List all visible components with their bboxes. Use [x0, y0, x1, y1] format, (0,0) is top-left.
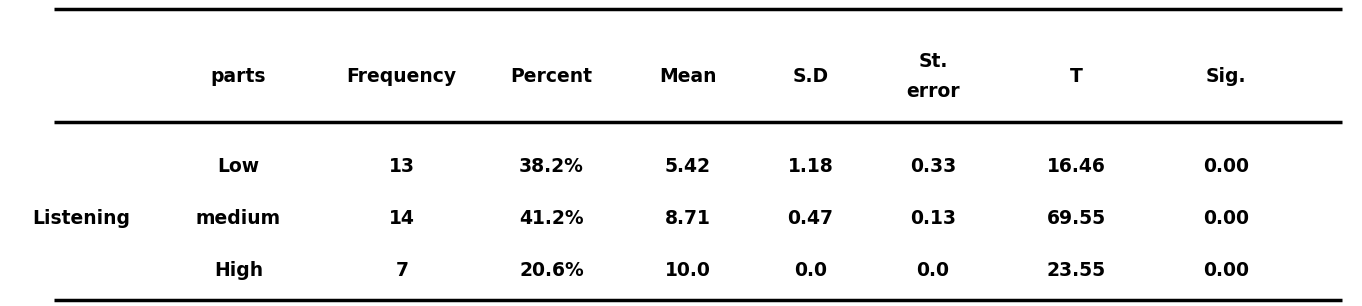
Text: Low: Low — [218, 157, 259, 176]
Text: 69.55: 69.55 — [1046, 209, 1106, 228]
Text: 41.2%: 41.2% — [519, 209, 584, 228]
Text: parts: parts — [211, 67, 266, 86]
Text: error: error — [906, 82, 960, 101]
Text: 0.00: 0.00 — [1203, 157, 1249, 176]
Text: Sig.: Sig. — [1205, 67, 1246, 86]
Text: 0.13: 0.13 — [910, 209, 956, 228]
Text: T: T — [1069, 67, 1083, 86]
Text: 0.0: 0.0 — [917, 261, 949, 280]
Text: 1.18: 1.18 — [787, 157, 834, 176]
Text: 13: 13 — [388, 157, 415, 176]
Text: 23.55: 23.55 — [1046, 261, 1106, 280]
Text: 16.46: 16.46 — [1046, 157, 1106, 176]
Text: 0.0: 0.0 — [794, 261, 827, 280]
Text: 10.0: 10.0 — [665, 261, 711, 280]
Text: 0.00: 0.00 — [1203, 209, 1249, 228]
Text: 8.71: 8.71 — [665, 209, 711, 228]
Text: S.D: S.D — [793, 67, 828, 86]
Text: Percent: Percent — [511, 67, 592, 86]
Text: Frequency: Frequency — [347, 67, 456, 86]
Text: 5.42: 5.42 — [665, 157, 711, 176]
Text: Mean: Mean — [659, 67, 716, 86]
Text: 7: 7 — [395, 261, 409, 280]
Text: medium: medium — [196, 209, 281, 228]
Text: Listening: Listening — [33, 209, 131, 228]
Text: 0.47: 0.47 — [787, 209, 834, 228]
Text: 0.33: 0.33 — [910, 157, 956, 176]
Text: 20.6%: 20.6% — [519, 261, 584, 280]
Text: St.: St. — [918, 52, 948, 71]
Text: High: High — [214, 261, 263, 280]
Text: 38.2%: 38.2% — [519, 157, 584, 176]
Text: 14: 14 — [390, 209, 414, 228]
Text: 0.00: 0.00 — [1203, 261, 1249, 280]
